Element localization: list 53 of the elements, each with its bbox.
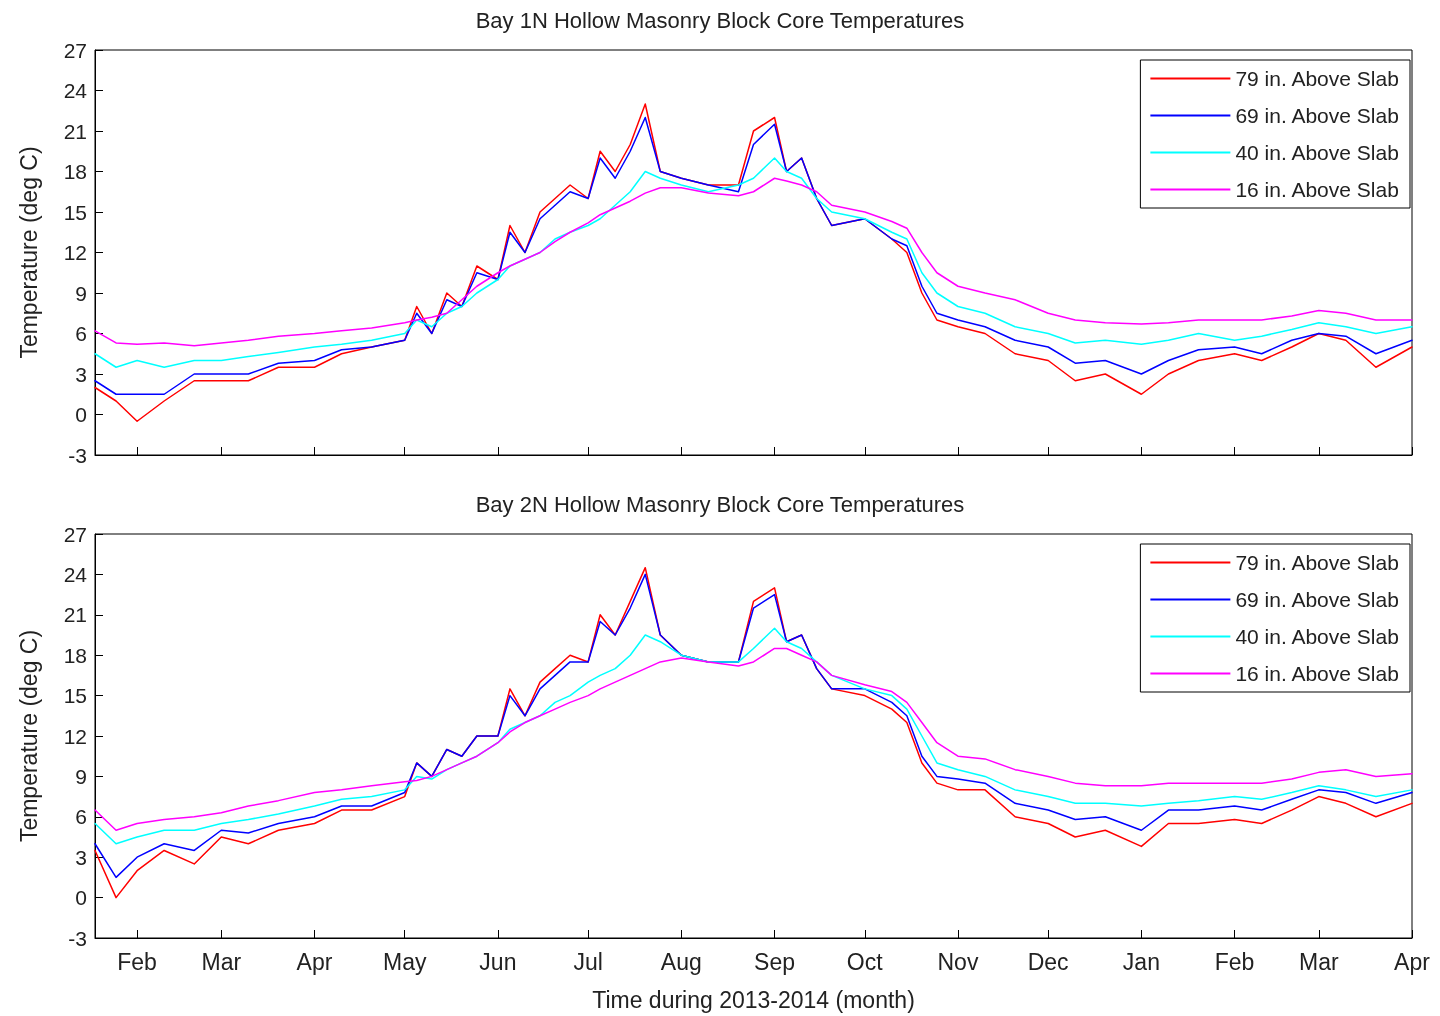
y-tick-label: 24 (63, 79, 88, 102)
x-tick-label: Jun (479, 948, 517, 975)
line-series (94, 177, 1413, 347)
x-tick-label: Mar (1298, 948, 1339, 975)
y-tick-label: 6 (75, 805, 87, 829)
chart-title: Bay 2N Hollow Masonry Block Core Temperatures (475, 491, 965, 517)
y-tick-label: 9 (75, 764, 87, 788)
y-tick-label: 24 (63, 562, 88, 586)
legend-label: 69 in. Above Slab (1235, 104, 1399, 127)
y-tick-label: 3 (75, 845, 87, 869)
legend-label: 16 in. Above Slab (1235, 662, 1399, 685)
y-axis-title: Temperature (deg C) (15, 146, 42, 359)
legend-label: 69 in. Above Slab (1235, 588, 1399, 611)
x-tick-label: Feb (1214, 948, 1255, 975)
x-tick-label: Feb (117, 948, 157, 975)
y-tick-label: -3 (68, 926, 87, 950)
y-tick-label: 21 (63, 603, 87, 627)
y-tick-label: 27 (63, 38, 87, 62)
y-tick-label: 9 (75, 281, 87, 305)
x-tick-label: Apr (1394, 948, 1431, 975)
x-tick-label: Oct (846, 948, 884, 975)
x-tick-label: Mar (201, 948, 242, 975)
y-tick-label: 12 (63, 241, 87, 264)
y-tick-label: 27 (63, 522, 87, 546)
x-tick-label: Aug (660, 948, 702, 975)
x-tick-label: Sep (754, 948, 796, 975)
legend-label: 79 in. Above Slab (1235, 67, 1399, 90)
chart-title: Bay 1N Hollow Masonry Block Core Temperatures (475, 7, 965, 33)
x-tick-label: May (382, 948, 427, 975)
y-tick-label: -3 (68, 443, 87, 467)
y-tick-label: 15 (63, 200, 87, 224)
x-axis-title: Time during 2013-2014 (month) (592, 986, 915, 1013)
y-tick-label: 12 (63, 724, 87, 748)
line-series (94, 627, 1413, 845)
x-tick-label: Jan (1122, 948, 1160, 975)
y-tick-label: 15 (63, 684, 87, 708)
x-tick-label: Nov (937, 948, 979, 975)
y-tick-label: 0 (75, 403, 87, 426)
y-tick-label: 3 (75, 362, 87, 386)
y-tick-label: 21 (63, 119, 87, 143)
y-axis-title: Temperature (deg C) (15, 629, 42, 843)
line-series (94, 647, 1413, 832)
y-tick-label: 18 (63, 160, 87, 183)
y-tick-label: 18 (63, 643, 87, 667)
legend-label: 40 in. Above Slab (1235, 141, 1399, 164)
legend-label: 79 in. Above Slab (1235, 551, 1399, 574)
legend-label: 16 in. Above Slab (1235, 178, 1399, 201)
x-tick-label: Dec (1027, 948, 1069, 975)
x-tick-label: Apr (296, 948, 333, 975)
x-tick-label: Jul (573, 948, 603, 975)
legend-label: 40 in. Above Slab (1235, 625, 1399, 648)
y-tick-label: 6 (75, 322, 87, 345)
y-tick-label: 0 (75, 886, 87, 910)
